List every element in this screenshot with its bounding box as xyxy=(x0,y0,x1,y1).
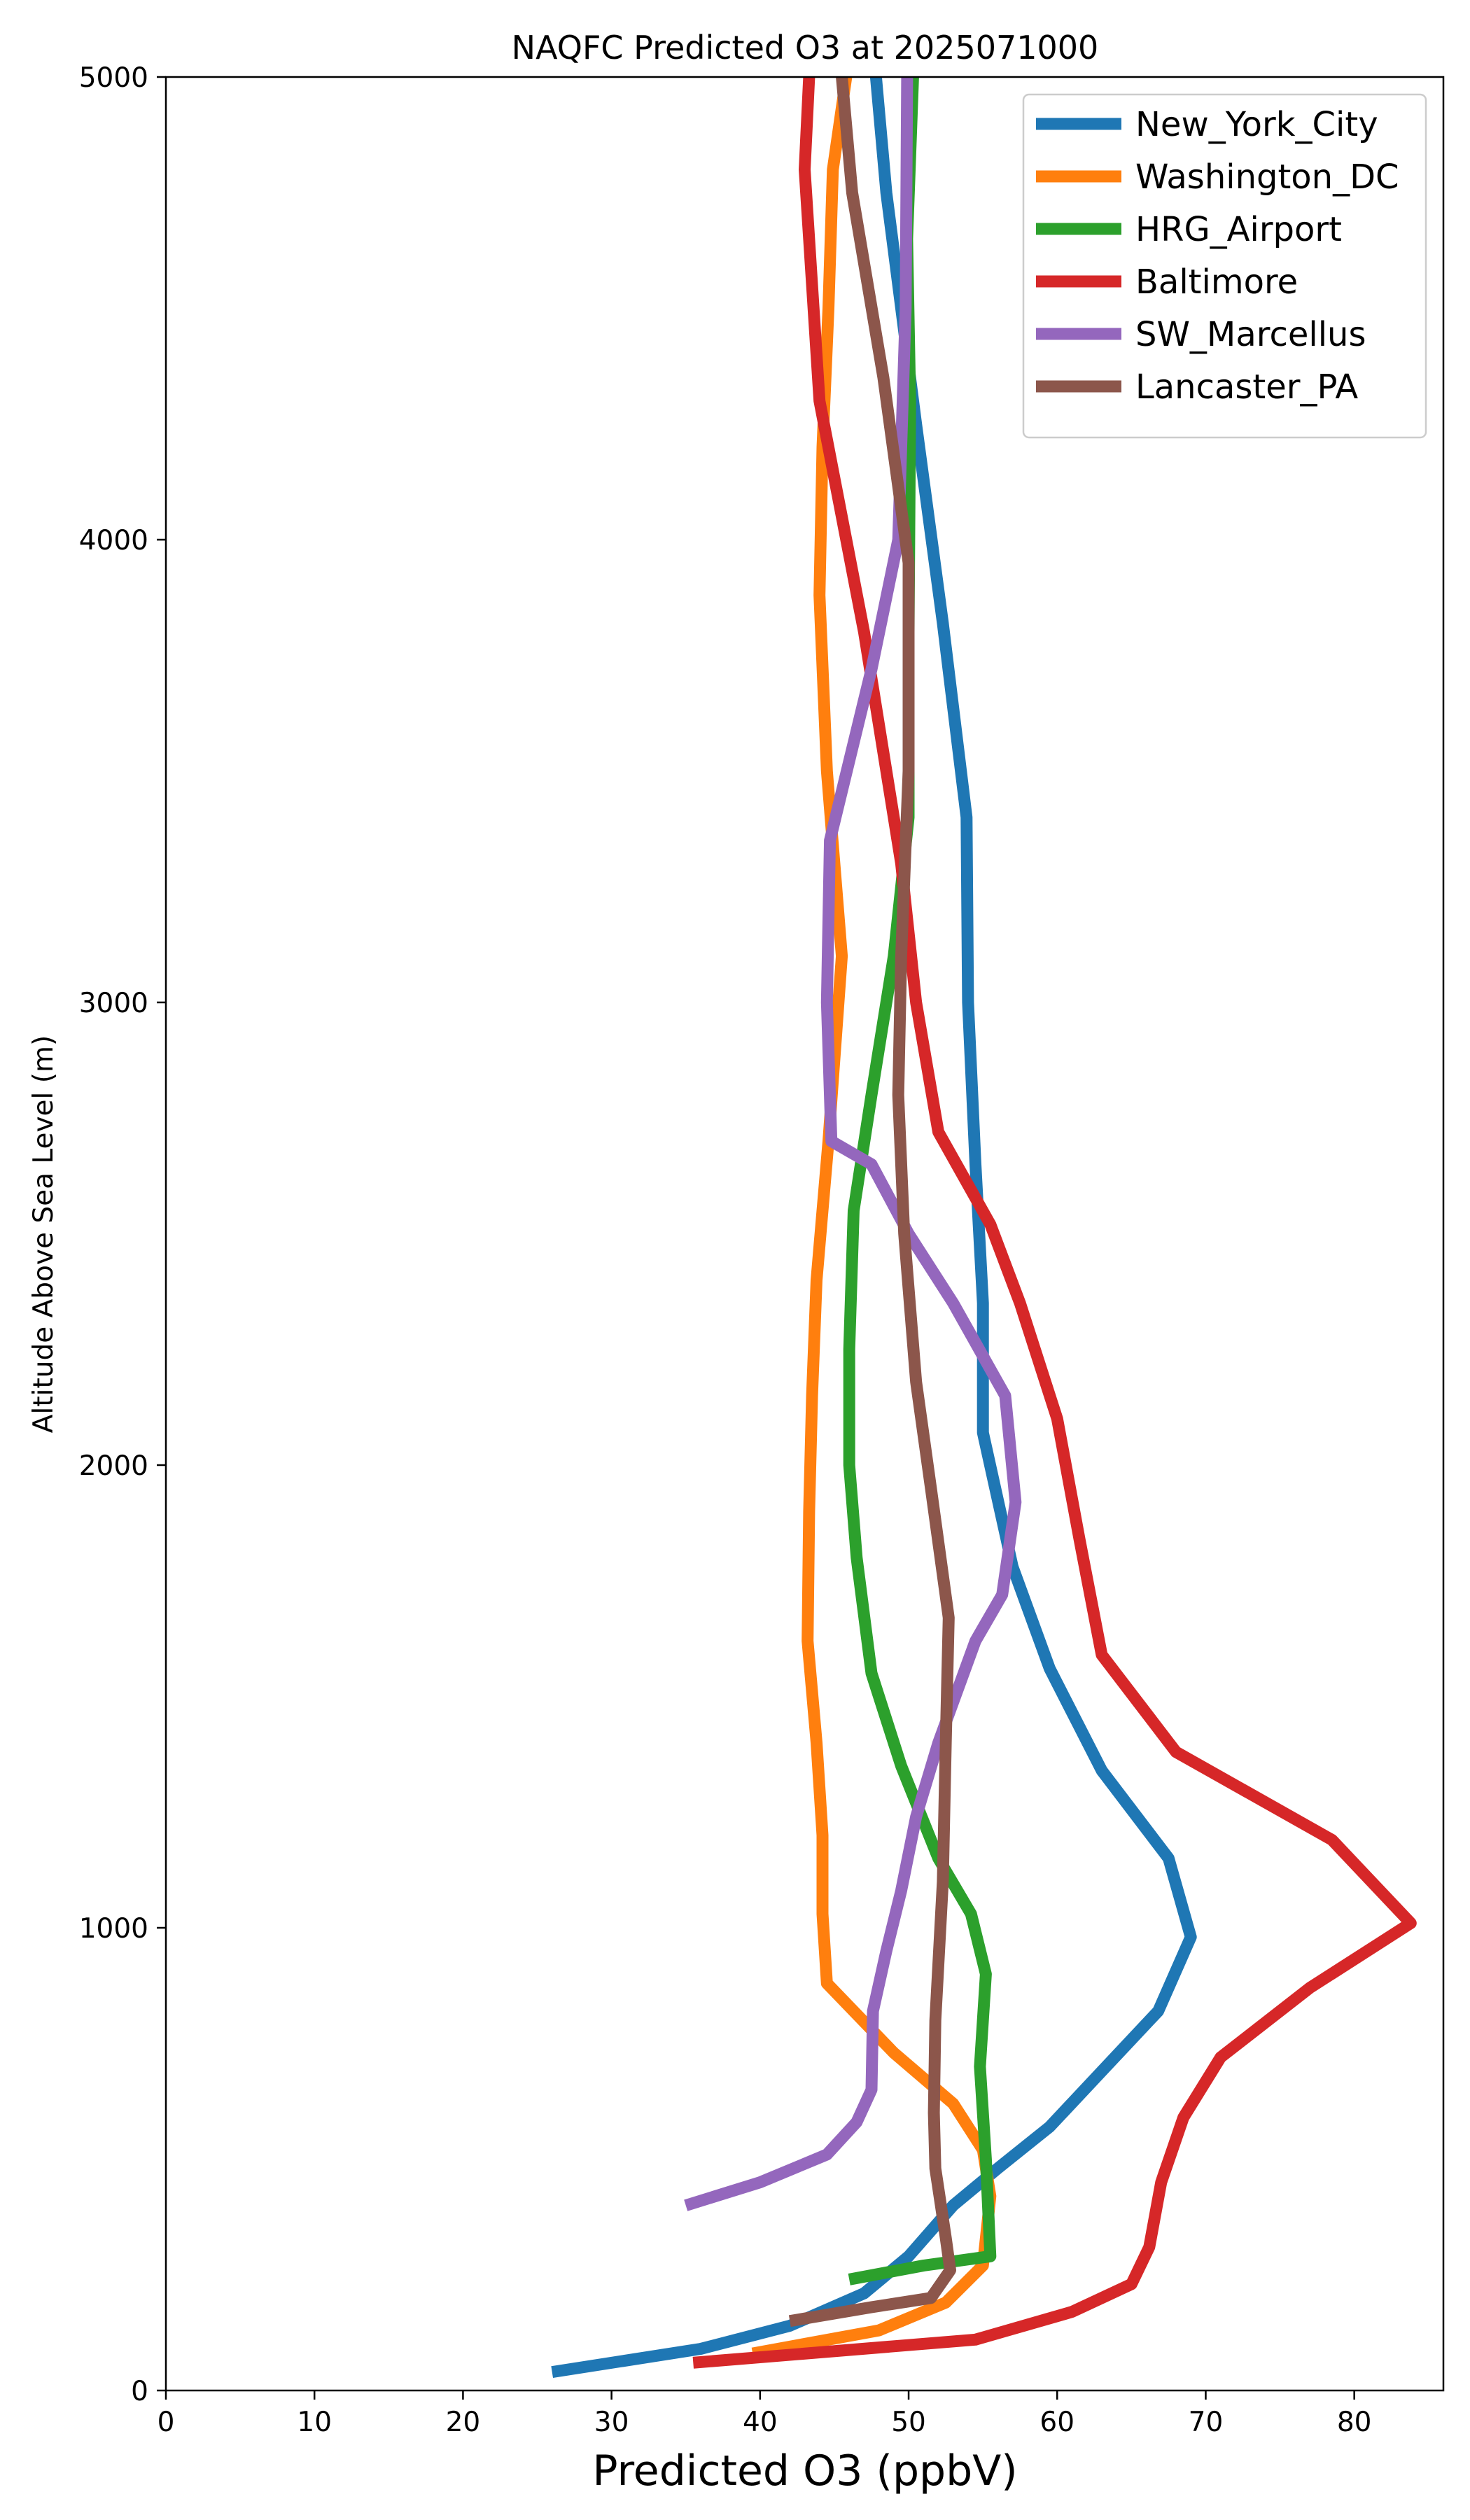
series-line-SW_Marcellus xyxy=(684,76,1022,2211)
plot-area xyxy=(551,76,1417,2378)
y-tick-label: 3000 xyxy=(79,988,148,1019)
y-tick-label: 0 xyxy=(131,2376,148,2407)
x-tick-label: 50 xyxy=(891,2407,926,2438)
legend-label-HRG_Airport: HRG_Airport xyxy=(1135,210,1342,249)
legend: New_York_City Washington_DC HRG_Airport Bal… xyxy=(1022,93,1427,439)
x-tick-label: 70 xyxy=(1189,2407,1224,2438)
y-tick-label: 2000 xyxy=(79,1450,148,1482)
series-line-Lancaster_PA xyxy=(788,76,956,2328)
x-axis-label: Predicted O3 (ppbV) xyxy=(592,2446,1017,2496)
x-tick-label: 60 xyxy=(1040,2407,1074,2438)
y-tick-label: 5000 xyxy=(79,62,148,94)
legend-label-SW_Marcellus: SW_Marcellus xyxy=(1135,315,1366,354)
legend-label-Lancaster_PA: Lancaster_PA xyxy=(1135,368,1358,407)
legend-label-Baltimore: Baltimore xyxy=(1135,262,1298,302)
y-tick-label: 1000 xyxy=(79,1913,148,1945)
y-tick-label: 4000 xyxy=(79,525,148,556)
y-axis: 0 1000 2000 3000 4000 5000 xyxy=(79,62,166,2407)
chart-title: NAQFC Predicted O3 at 2025071000 xyxy=(512,29,1099,66)
x-tick-label: 30 xyxy=(594,2407,629,2438)
plot-frame xyxy=(164,76,1445,2392)
x-tick-label: 20 xyxy=(446,2407,481,2438)
x-tick-label: 0 xyxy=(158,2407,175,2438)
series-line-New_York_City xyxy=(551,76,1197,2378)
legend-label-New_York_City: New_York_City xyxy=(1135,105,1378,144)
x-axis: 0 10 20 30 40 50 60 70 80 xyxy=(158,2390,1372,2438)
legend-box xyxy=(1022,93,1427,439)
y-axis-label: Altitude Above Sea Level (m) xyxy=(28,1035,59,1433)
x-tick-label: 10 xyxy=(297,2407,332,2438)
series-line-Baltimore xyxy=(692,76,1417,2369)
x-tick-label: 40 xyxy=(743,2407,778,2438)
x-tick-label: 80 xyxy=(1337,2407,1372,2438)
legend-label-Washington_DC: Washington_DC xyxy=(1135,158,1399,197)
